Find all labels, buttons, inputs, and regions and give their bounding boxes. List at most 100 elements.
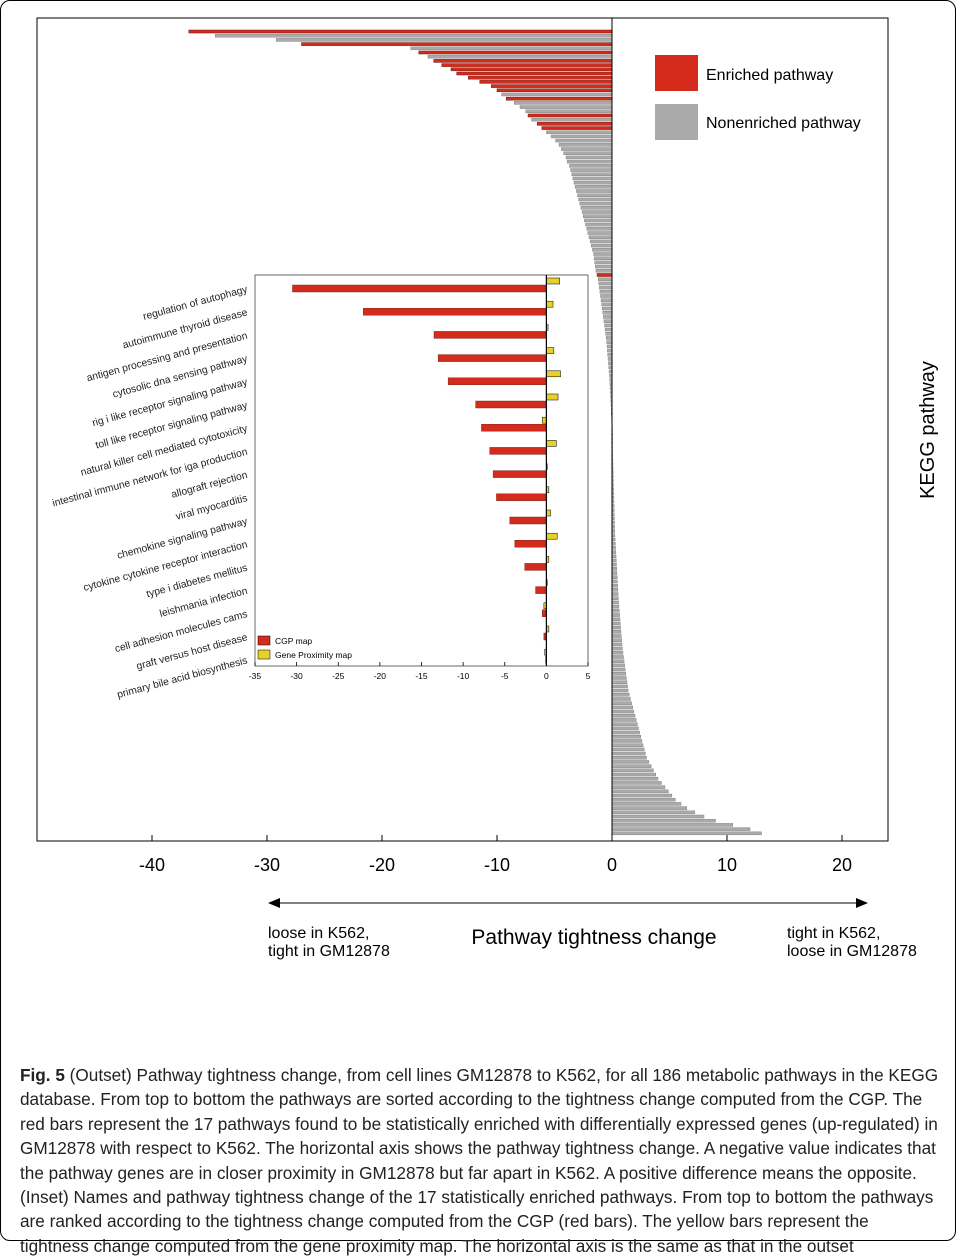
nonenriched-pathway-bar — [611, 630, 622, 634]
nonenriched-pathway-bar — [611, 693, 630, 697]
nonenriched-pathway-bar — [611, 730, 640, 735]
inset-cgp-bar — [509, 516, 547, 525]
outset-x-tick-label: -40 — [139, 855, 165, 875]
inset-bars — [292, 277, 561, 664]
nonenriched-pathway-bar — [606, 336, 613, 340]
nonenriched-pathway-bar — [611, 764, 652, 768]
inset-cgp-bar — [492, 470, 547, 478]
nonenriched-pathway-bar — [583, 214, 613, 218]
nonenriched-pathway-bar — [595, 269, 613, 273]
nonenriched-pathway-bar — [611, 575, 618, 580]
nonenriched-pathway-bar — [595, 264, 613, 269]
pathway-tightness-figure: -40 -30 -20 -10 0 10 20 Enriched pathway Nonen… — [36, 17, 939, 960]
nonenriched-pathway-bar — [606, 344, 613, 349]
nonenriched-pathway-bar — [584, 218, 613, 223]
inset-cgp-bar — [496, 493, 547, 501]
nonenriched-pathway-bar — [611, 781, 662, 785]
enriched-pathway-bar — [441, 63, 613, 67]
nonenriched-pathway-bar — [593, 252, 613, 256]
nonenriched-pathway-bar — [525, 109, 613, 114]
inset-x-tick-label: 0 — [544, 671, 549, 681]
enriched-pathway-bar — [450, 67, 613, 72]
nonenriched-pathway-bar — [611, 541, 616, 546]
inset-cgp-bar — [363, 308, 547, 316]
enriched-pathway-bar — [491, 84, 613, 88]
nonenriched-pathway-bar — [611, 604, 620, 609]
nonenriched-pathway-bar — [611, 810, 696, 815]
enriched-pathway-bar — [456, 71, 613, 76]
inset-x-tick-label: -25 — [332, 671, 345, 681]
nonenriched-pathway-bar — [611, 735, 641, 739]
nonenriched-pathway-bar — [604, 327, 613, 332]
nonenriched-pathway-bar — [611, 600, 619, 605]
inset-legend-label-proximity: Gene Proximity map — [275, 650, 352, 660]
figure-label: Fig. 5 — [20, 1065, 65, 1085]
nonenriched-pathway-bar — [572, 176, 613, 181]
nonenriched-pathway-bar — [611, 546, 616, 550]
nonenriched-pathway-bar — [611, 571, 618, 575]
inset-legend: CGP map Gene Proximity map — [257, 635, 352, 660]
nonenriched-pathway-bar — [555, 138, 613, 143]
nonenriched-pathway-bar — [598, 281, 613, 286]
direction-left-label: loose in K562, tight in GM12878 — [268, 925, 390, 960]
nonenriched-pathway-bar — [597, 277, 613, 281]
nonenriched-pathway-bar — [611, 609, 620, 613]
nonenriched-pathway-bar — [611, 785, 666, 789]
nonenriched-pathway-bar — [611, 672, 627, 676]
nonenriched-pathway-bar — [605, 332, 613, 336]
nonenriched-pathway-bar — [611, 684, 628, 689]
enriched-pathway-bar — [496, 88, 613, 93]
nonenriched-pathway-bar — [611, 550, 617, 554]
inset-cgp-bar — [542, 609, 547, 617]
nonenriched-pathway-bar — [611, 659, 625, 663]
inset-x-tick-label: -5 — [501, 671, 509, 681]
inset-x-tick-label: -15 — [415, 671, 428, 681]
nonenriched-pathway-bar — [581, 210, 613, 214]
nonenriched-pathway-bar — [602, 311, 613, 315]
nonenriched-pathway-bar — [611, 814, 705, 819]
nonenriched-pathway-bar — [611, 588, 619, 592]
nonenriched-pathway-bar — [611, 831, 762, 836]
nonenriched-pathway-bar — [611, 621, 621, 626]
nonenriched-pathway-bar — [565, 155, 613, 160]
nonenriched-pathway-bar — [611, 739, 643, 743]
nonenriched-pathway-bar — [611, 558, 617, 563]
outset-x-tick-label: -20 — [369, 855, 395, 875]
nonenriched-pathway-bar — [611, 688, 629, 693]
nonenriched-pathway-bar — [587, 231, 613, 235]
nonenriched-pathway-bar — [600, 298, 613, 302]
inset-gene-proximity-bar — [546, 347, 555, 354]
legend-swatch-nonenriched — [655, 104, 698, 140]
inset-cgp-bar — [514, 540, 547, 548]
direction-arrow — [268, 898, 868, 908]
inset-cgp-bar — [433, 331, 547, 339]
outset-x-tick-label: 10 — [717, 855, 737, 875]
nonenriched-pathway-bar — [550, 134, 613, 139]
nonenriched-pathway-bar — [611, 718, 637, 722]
inset-cgp-bar — [292, 284, 547, 293]
inset-x-tick-label: -10 — [457, 671, 470, 681]
inset-x-tick-label: -30 — [290, 671, 303, 681]
direction-right-label: tight in K562, loose in GM12878 — [787, 925, 917, 960]
nonenriched-pathway-bar — [580, 206, 613, 210]
inset-cgp-bar — [524, 563, 547, 571]
enriched-pathway-bar — [188, 29, 613, 34]
nonenriched-pathway-bar — [611, 701, 632, 705]
nonenriched-pathway-bar — [591, 243, 613, 248]
legend-label-enriched: Enriched pathway — [706, 67, 833, 84]
nonenriched-pathway-bar — [611, 638, 622, 642]
figure-caption: Fig. 5 (Outset) Pathway tightness change… — [20, 1063, 940, 1258]
nonenriched-pathway-bar — [427, 54, 613, 59]
nonenriched-pathway-bar — [566, 159, 613, 164]
nonenriched-pathway-bar — [593, 256, 613, 260]
enriched-pathway-bar — [301, 42, 613, 46]
nonenriched-pathway-bar — [611, 596, 619, 600]
enriched-pathway-bar — [468, 75, 613, 80]
inset-x-tick-label: 5 — [586, 671, 591, 681]
nonenriched-pathway-bar — [546, 130, 613, 135]
nonenriched-pathway-bar — [563, 151, 613, 156]
inset-cgp-bar — [475, 400, 547, 409]
inset-x-tick-label: -35 — [249, 671, 262, 681]
nonenriched-pathway-bar — [611, 554, 617, 559]
